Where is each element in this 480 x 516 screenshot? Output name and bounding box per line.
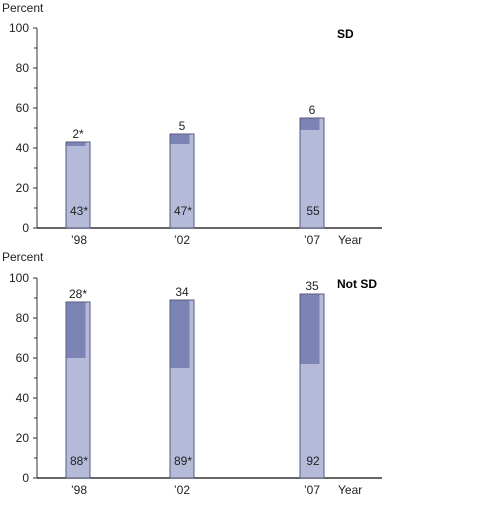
y-tick-label: 60 <box>16 351 30 365</box>
panel-label: SD <box>337 27 354 41</box>
bar-top-label: 28* <box>69 287 87 301</box>
bar-subset <box>170 300 190 368</box>
bar-subset <box>66 302 86 358</box>
y-axis-title: Percent <box>2 1 44 15</box>
bar-total <box>169 133 195 229</box>
bar-base-label: 88* <box>70 454 88 468</box>
y-tick-label: 40 <box>16 141 30 155</box>
bar-base-label: 89* <box>174 454 192 468</box>
x-tick-label: ’98 <box>71 233 87 247</box>
y-tick-label: 40 <box>16 391 30 405</box>
y-tick-label: 100 <box>9 271 29 285</box>
x-tick-label: ’98 <box>71 483 87 497</box>
y-tick-label: 0 <box>22 471 29 485</box>
x-tick-label: ’07 <box>304 483 320 497</box>
y-tick-label: 80 <box>16 311 30 325</box>
bar-total <box>65 141 91 229</box>
bar-subset <box>66 142 86 146</box>
x-axis-title: Year <box>338 483 362 497</box>
bar-subset <box>170 134 190 144</box>
panel-label: Not SD <box>337 277 377 291</box>
y-tick-label: 80 <box>16 61 30 75</box>
y-tick-label: 60 <box>16 101 30 115</box>
bar-base-label: 47* <box>174 204 192 218</box>
y-tick-label: 100 <box>9 21 29 35</box>
bar-top-label: 35 <box>305 279 319 293</box>
bar-subset <box>300 294 320 364</box>
x-tick-label: ’02 <box>174 483 190 497</box>
y-tick-label: 20 <box>16 431 30 445</box>
bar-base-label: 43* <box>70 204 88 218</box>
y-tick-label: 20 <box>16 181 30 195</box>
bar-base-label: 55 <box>306 204 320 218</box>
y-tick-label: 0 <box>22 221 29 235</box>
bar-top-label: 2* <box>72 127 84 141</box>
y-axis-title: Percent <box>2 250 44 264</box>
x-tick-label: ’07 <box>304 233 320 247</box>
bar-top-label: 6 <box>309 103 316 117</box>
bar-top-label: 5 <box>179 119 186 133</box>
bar-subset <box>300 118 320 130</box>
bar-total <box>299 117 325 229</box>
bar-top-label: 34 <box>175 285 189 299</box>
bar-base-label: 92 <box>306 454 320 468</box>
x-axis-title: Year <box>338 233 362 247</box>
x-tick-label: ’02 <box>174 233 190 247</box>
